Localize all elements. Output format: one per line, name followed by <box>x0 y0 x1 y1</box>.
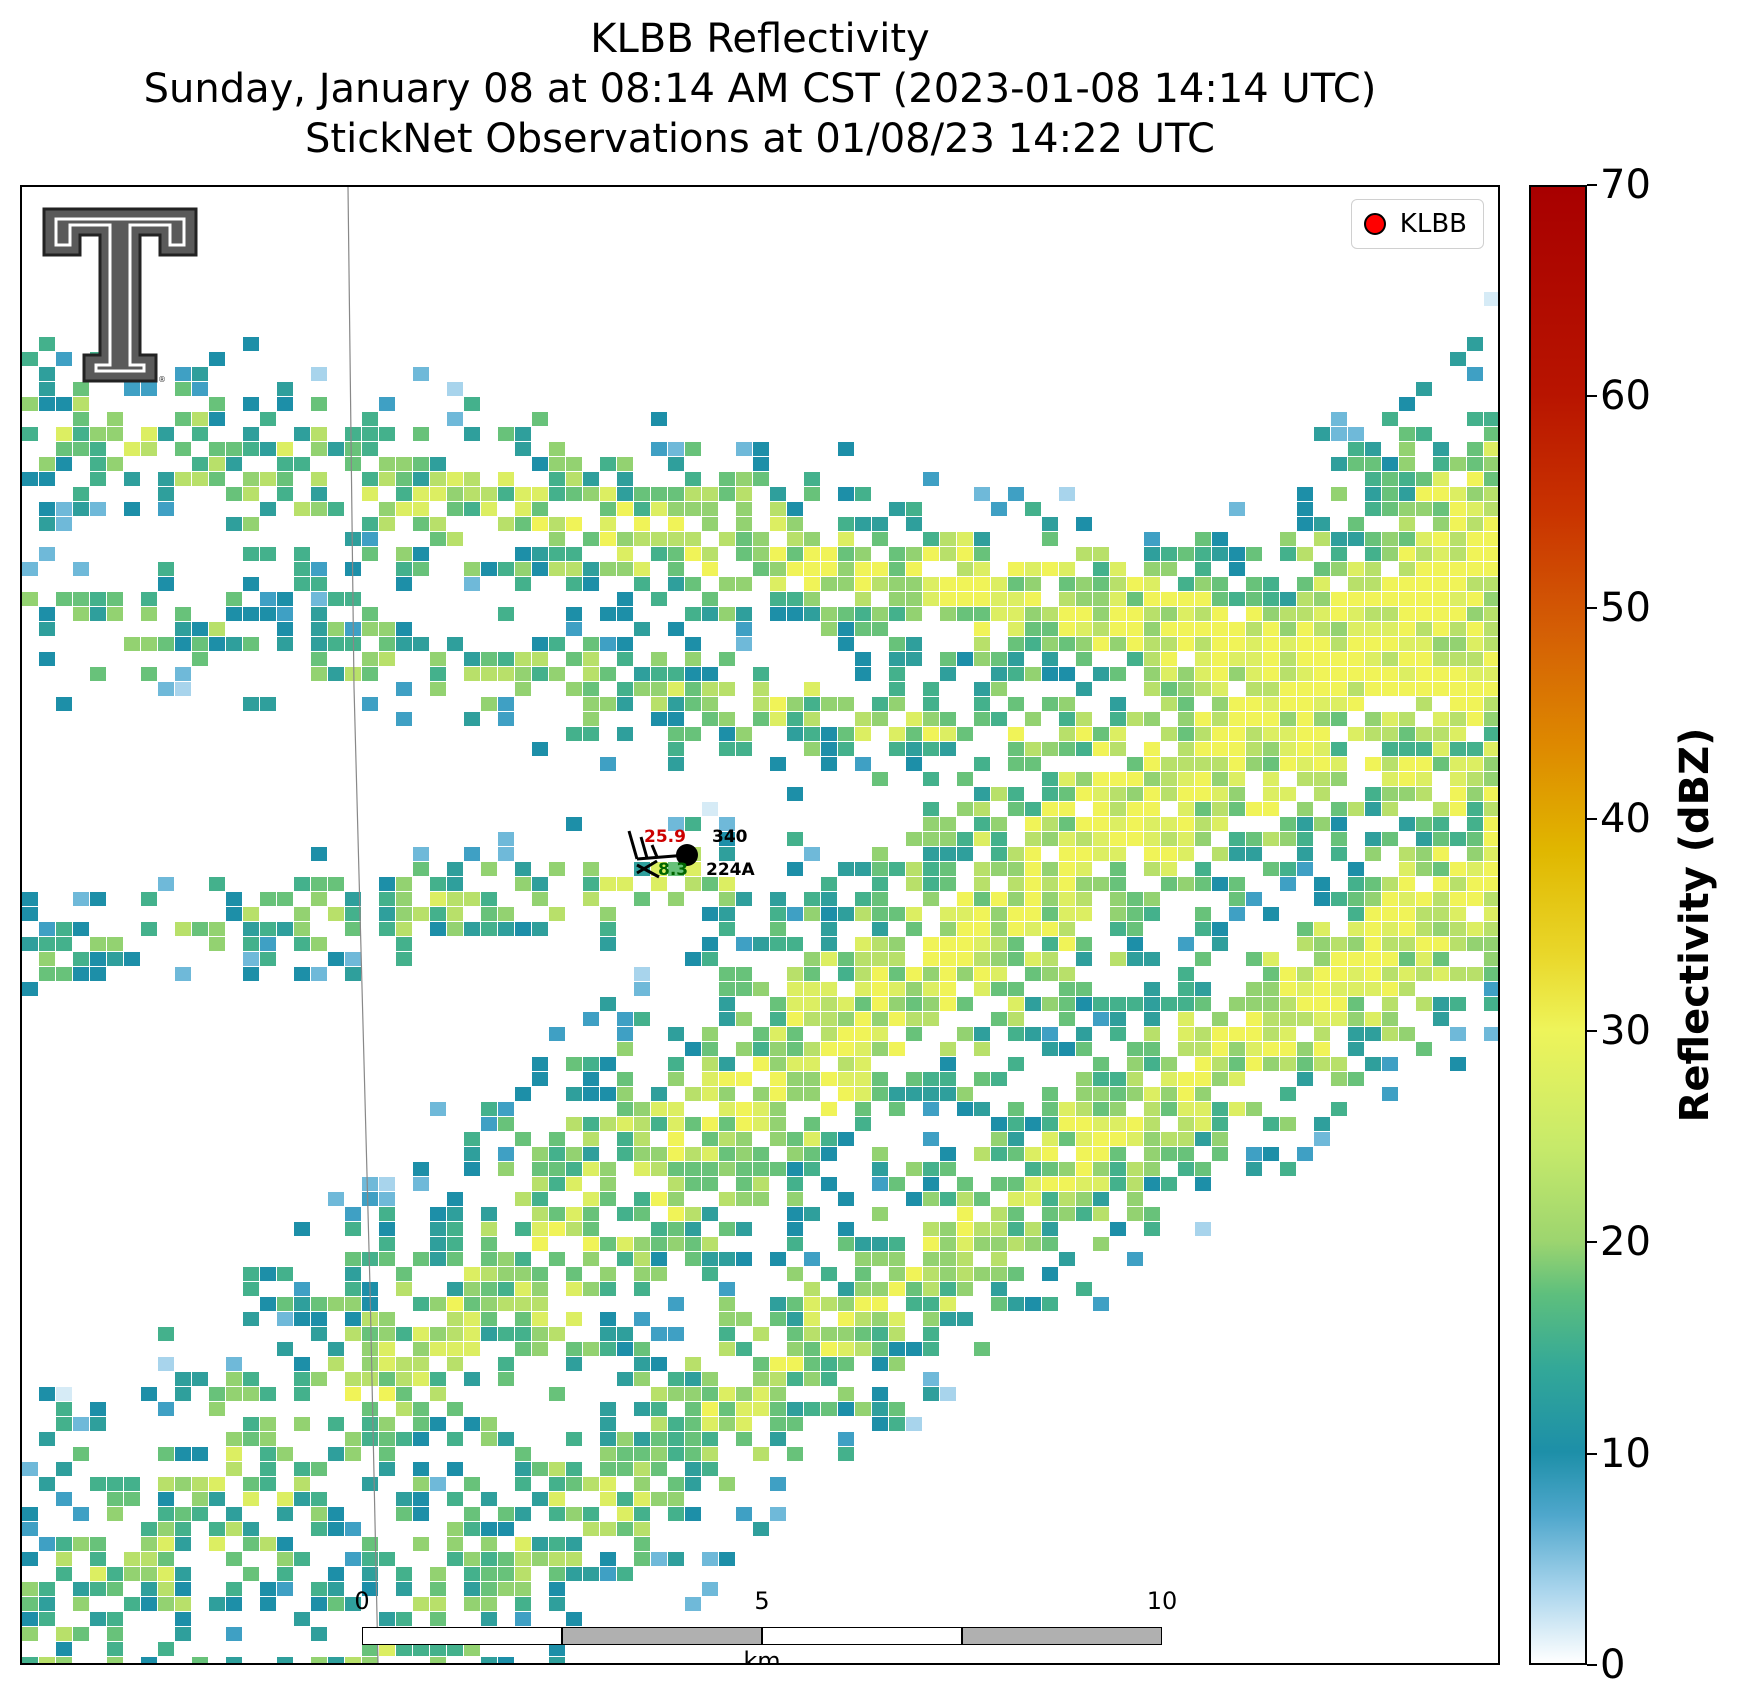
klbb-marker-icon <box>1363 213 1386 235</box>
colorbar-tick-label: 10 <box>1600 1430 1651 1477</box>
colorbar-tick-label: 40 <box>1600 796 1651 843</box>
colorbar-tick-label: 30 <box>1600 1007 1651 1054</box>
colorbar-tick-label: 70 <box>1600 162 1651 208</box>
colorbar-tick-mark <box>1587 818 1597 821</box>
colorbar-tick-label: 50 <box>1600 584 1651 631</box>
svg-text:®: ® <box>158 375 166 384</box>
scale-segment <box>362 1627 562 1645</box>
radar-reflectivity-field <box>22 187 1498 1663</box>
title-line-1: KLBB Reflectivity <box>590 16 930 62</box>
scale-tick-5: 5 <box>754 1587 770 1615</box>
scale-bar: 0 5 10 km <box>354 1587 1177 1663</box>
county-boundary-line <box>347 187 379 1663</box>
colorbar-tick-label: 0 <box>1600 1642 1626 1688</box>
station-dewpoint: 8.3 <box>658 860 689 880</box>
scale-segment <box>562 1627 762 1645</box>
map-legend: KLBB <box>1350 199 1484 249</box>
legend-label: KLBB <box>1399 209 1467 239</box>
colorbar-tick-label: 20 <box>1600 1219 1651 1266</box>
scale-unit-label: km <box>743 1647 781 1665</box>
colorbar-tick-mark <box>1587 395 1597 398</box>
colorbar <box>1529 185 1587 1665</box>
colorbar-tick-mark <box>1587 184 1597 186</box>
title-line-3: StickNet Observations at 01/08/23 14:22 … <box>305 116 1215 162</box>
scale-tick-0: 0 <box>354 1587 370 1615</box>
station-temperature: 25.9 <box>644 827 686 847</box>
station-name: 224A <box>706 860 755 880</box>
colorbar-tick-mark <box>1587 1241 1597 1244</box>
title-line-2: Sunday, January 08 at 08:14 AM CST (2023… <box>143 66 1377 112</box>
radar-map[interactable]: ® KLBB 25.9 340 8.3 224A 0 5 10 km <box>20 185 1500 1665</box>
stationplot-wind-barb <box>627 830 698 879</box>
figure-title: KLBB Reflectivity Sunday, January 08 at … <box>20 14 1500 164</box>
scale-segment <box>962 1627 1162 1645</box>
colorbar-label: Reflectivity (dBZ) <box>1672 727 1718 1123</box>
scale-tick-10: 10 <box>1146 1587 1178 1615</box>
colorbar-tick-mark <box>1587 1029 1597 1032</box>
texas-tech-logo-icon: ® <box>42 207 198 384</box>
scale-segment <box>762 1627 962 1645</box>
colorbar-tick-mark <box>1587 1452 1597 1455</box>
colorbar-tick-label: 60 <box>1600 373 1651 420</box>
colorbar-tick-mark <box>1587 606 1597 609</box>
station-id: 340 <box>712 827 748 847</box>
colorbar-tick-mark <box>1587 1664 1597 1666</box>
